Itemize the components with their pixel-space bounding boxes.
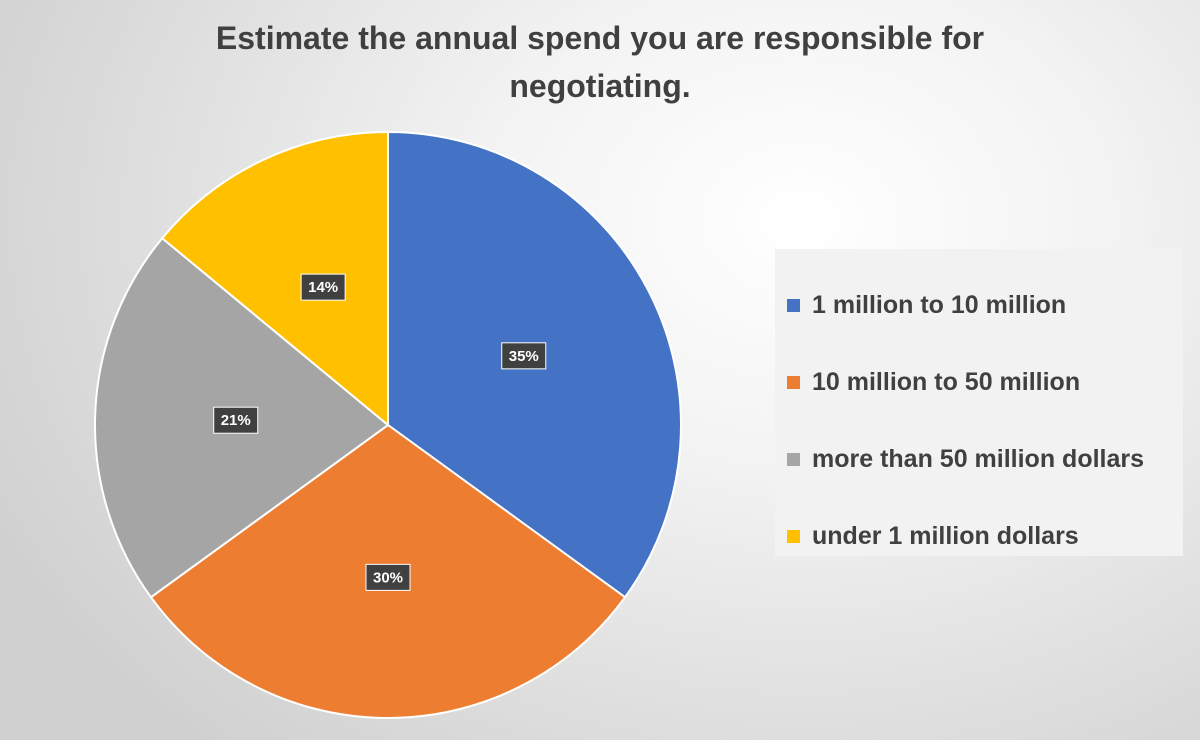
- legend-swatch: [787, 453, 800, 466]
- legend-item-under-1m[interactable]: under 1 million dollars: [787, 498, 1183, 575]
- data-label-under-1m: 14%: [300, 273, 346, 301]
- pie-slices: [94, 130, 682, 719]
- data-label-1m-10m: 35%: [501, 342, 547, 370]
- legend-item-10m-50m[interactable]: 10 million to 50 million: [787, 344, 1183, 421]
- data-label-text: 30%: [373, 569, 403, 586]
- legend-item-over-50m[interactable]: more than 50 million dollars: [787, 421, 1183, 498]
- data-label-box: [213, 406, 259, 434]
- data-label-box: [300, 273, 346, 301]
- pie-slice-under-1m[interactable]: [160, 130, 389, 428]
- data-label-box: [365, 563, 411, 591]
- legend-item-1m-10m[interactable]: 1 million to 10 million: [787, 267, 1183, 344]
- legend-label: 1 million to 10 million: [812, 291, 1067, 319]
- legend-swatch: [787, 299, 800, 312]
- data-label-box: [501, 342, 547, 370]
- data-label-over-50m: 21%: [213, 406, 259, 434]
- legend-swatch: [787, 530, 800, 543]
- legend-label: more than 50 million dollars: [812, 445, 1145, 473]
- data-label-text: 14%: [308, 279, 338, 296]
- data-label-text: 21%: [221, 412, 251, 429]
- legend-label: under 1 million dollars: [812, 522, 1079, 550]
- data-label-text: 35%: [509, 348, 539, 365]
- data-label-10m-50m: 30%: [365, 563, 411, 591]
- chart-legend: 1 million to 10 million 10 million to 50…: [775, 249, 1183, 556]
- legend-label: 10 million to 50 million: [812, 368, 1081, 396]
- pie-data-labels: 35% 30% 21% 14%: [213, 273, 547, 591]
- legend-swatch: [787, 376, 800, 389]
